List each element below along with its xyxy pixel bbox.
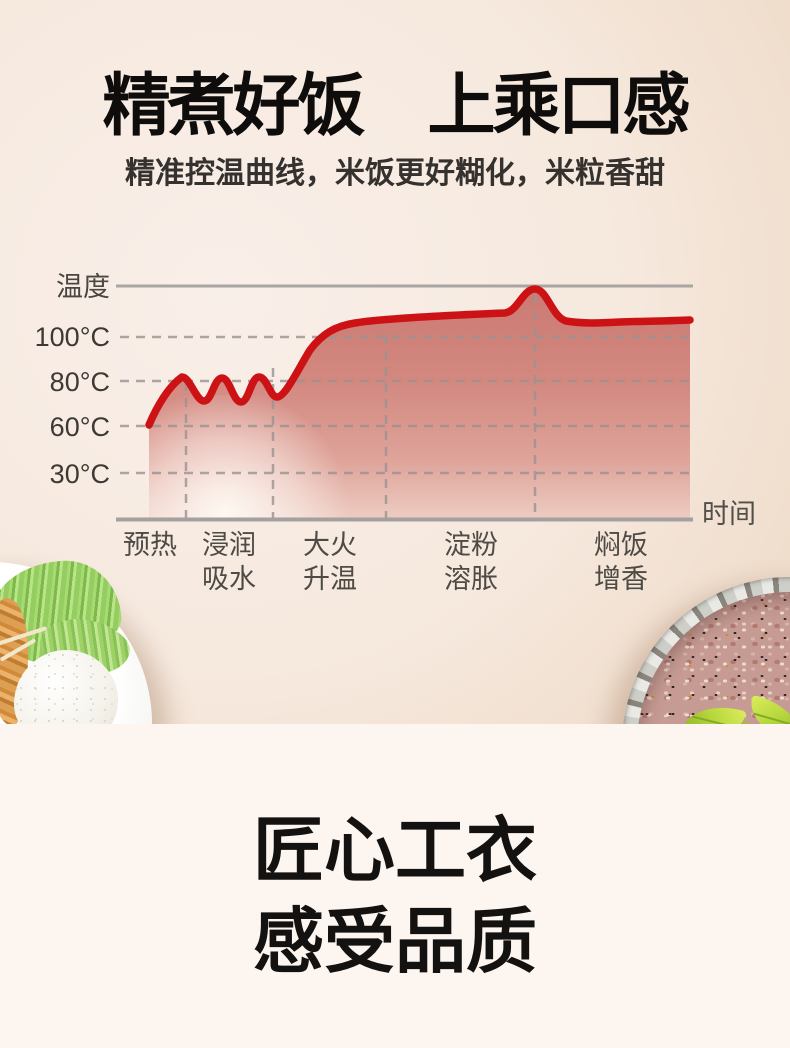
- y-tick-80: 80°C: [49, 367, 110, 397]
- temperature-curve-line: [145, 285, 694, 429]
- y-axis-title: 温度: [56, 272, 110, 302]
- temperature-curve-svg: [116, 284, 694, 522]
- phase-label-simmer: 焖饭 增香: [594, 530, 648, 594]
- y-tick-100: 100°C: [34, 322, 110, 352]
- temperature-chart: 温度 100°C 80°C 60°C 30°C 预热 浸润 吸水 大火 升温 淀…: [34, 272, 756, 594]
- page-title: 精煮好饭 上乘口感: [102, 68, 690, 144]
- phase-label-heat-up: 大火 升温: [303, 530, 357, 594]
- y-tick-30: 30°C: [49, 459, 110, 489]
- x-axis-title: 时间: [702, 499, 756, 529]
- phase-label-soak: 浸润 吸水: [202, 530, 256, 594]
- phase-label-starch: 淀粉 溶胀: [444, 530, 498, 594]
- quality-heading-line2: 感受品质: [252, 903, 537, 982]
- fill-light-spot: [149, 395, 360, 519]
- quality-heading-line1: 匠心工衣: [252, 812, 537, 891]
- quality-section: 匠心工衣 感受品质: [0, 724, 790, 1048]
- y-tick-60: 60°C: [49, 412, 110, 442]
- phase-label-preheat: 预热: [123, 530, 177, 560]
- page-subtitle: 精准控温曲线，米饭更好糊化，米粒香甜: [125, 157, 665, 190]
